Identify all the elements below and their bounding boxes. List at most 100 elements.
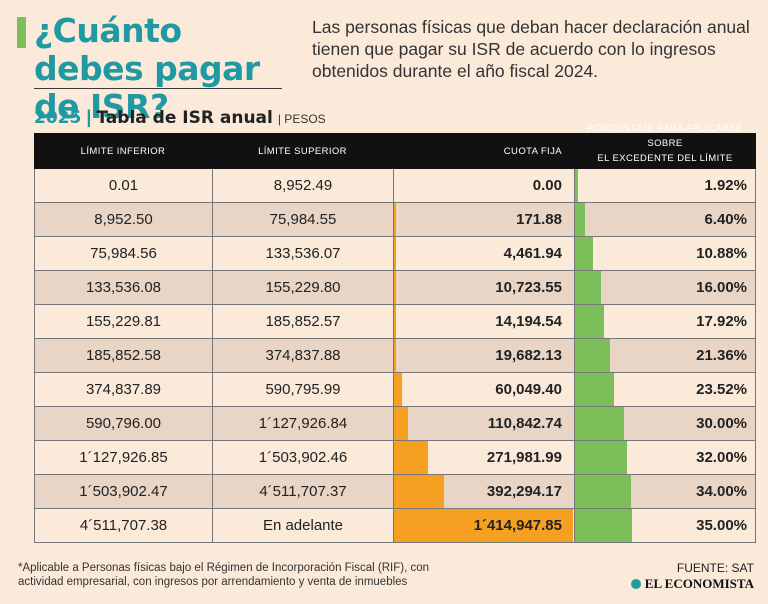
cell-rate-text: 23.52% bbox=[696, 381, 747, 398]
table-header: LÍMITE INFERIOR LÍMITE SUPERIOR CUOTA FI… bbox=[34, 123, 756, 179]
table-row: 155,229.81 185,852.57 14,194.54 17.92% bbox=[34, 305, 756, 339]
cell-rate: 10.88% bbox=[574, 237, 756, 270]
cell-fixed-fee-text: 392,294.17 bbox=[486, 483, 562, 500]
fixed-fee-bar bbox=[394, 237, 396, 270]
table-row: 590,796.00 1´127,926.84 110,842.74 30.00% bbox=[34, 407, 756, 441]
cell-rate: 23.52% bbox=[574, 373, 756, 406]
table-row: 133,536.08 155,229.80 10,723.55 16.00% bbox=[34, 271, 756, 305]
cell-rate: 35.00% bbox=[574, 509, 756, 542]
cell-lower-limit-text: 8,952.50 bbox=[94, 211, 153, 228]
page-title: ¿Cuánto debes pagar de ISR? bbox=[34, 11, 260, 126]
cell-lower-limit: 590,796.00 bbox=[34, 407, 212, 440]
table-name: Tabla de ISR anual bbox=[96, 108, 273, 128]
cell-upper-limit: 133,536.07 bbox=[212, 237, 393, 270]
rate-bar bbox=[575, 237, 593, 270]
cell-upper-limit: 185,852.57 bbox=[212, 305, 393, 338]
fixed-fee-bar bbox=[394, 373, 402, 406]
fixed-fee-bar bbox=[394, 339, 397, 372]
cell-rate-text: 30.00% bbox=[696, 415, 747, 432]
cell-rate-text: 34.00% bbox=[696, 483, 747, 500]
rate-bar bbox=[575, 339, 610, 372]
cell-fixed-fee-text: 1´414,947.85 bbox=[473, 517, 562, 534]
cell-fixed-fee-text: 0.00 bbox=[532, 177, 562, 194]
cell-lower-limit: 1´503,902.47 bbox=[34, 475, 212, 508]
table-title: 2025 | Tabla de ISR anual | PESOS bbox=[34, 107, 326, 128]
header-lower-limit: LÍMITE INFERIOR bbox=[80, 145, 166, 157]
rate-bar bbox=[575, 169, 579, 202]
cell-rate: 1.92% bbox=[574, 169, 756, 202]
cell-lower-limit-text: 4´511,707.38 bbox=[79, 517, 168, 534]
cell-rate: 30.00% bbox=[574, 407, 756, 440]
cell-fixed-fee: 19,682.13 bbox=[393, 339, 574, 372]
cell-fixed-fee: 392,294.17 bbox=[393, 475, 574, 508]
cell-upper-limit: 1´127,926.84 bbox=[212, 407, 393, 440]
cell-lower-limit-text: 133,536.08 bbox=[85, 279, 162, 296]
rate-bar bbox=[575, 475, 631, 508]
cell-fixed-fee: 271,981.99 bbox=[393, 441, 574, 474]
cell-upper-limit-text: 8,952.49 bbox=[273, 177, 333, 194]
cell-upper-limit-text: 185,852.57 bbox=[265, 313, 341, 330]
cell-fixed-fee: 10,723.55 bbox=[393, 271, 574, 304]
cell-lower-limit: 0.01 bbox=[34, 169, 212, 202]
cell-lower-limit: 133,536.08 bbox=[34, 271, 212, 304]
cell-upper-limit: 4´511,707.37 bbox=[212, 475, 393, 508]
cell-fixed-fee-text: 171.88 bbox=[516, 211, 562, 228]
rate-bar bbox=[575, 373, 614, 406]
cell-lower-limit-text: 590,796.00 bbox=[85, 415, 162, 432]
fixed-fee-bar bbox=[394, 203, 396, 236]
title-underline bbox=[34, 88, 282, 89]
cell-lower-limit-text: 155,229.81 bbox=[85, 313, 162, 330]
cell-fixed-fee: 60,049.40 bbox=[393, 373, 574, 406]
cell-lower-limit-text: 1´503,902.47 bbox=[79, 483, 168, 500]
cell-rate: 16.00% bbox=[574, 271, 756, 304]
cell-lower-limit: 374,837.89 bbox=[34, 373, 212, 406]
cell-upper-limit-text: En adelante bbox=[262, 517, 344, 534]
cell-fixed-fee: 14,194.54 bbox=[393, 305, 574, 338]
cell-upper-limit: En adelante bbox=[212, 509, 393, 542]
cell-rate-text: 35.00% bbox=[696, 517, 747, 534]
table-row: 0.01 8,952.49 0.00 1.92% bbox=[34, 169, 756, 203]
cell-upper-limit: 1´503,902.46 bbox=[212, 441, 393, 474]
cell-lower-limit: 1´127,926.85 bbox=[34, 441, 212, 474]
table-row: 1´127,926.85 1´503,902.46 271,981.99 32.00% bbox=[34, 441, 756, 475]
table-row: 185,852.58 374,837.88 19,682.13 21.36% bbox=[34, 339, 756, 373]
header-fixed-fee: CUOTA FIJA bbox=[503, 145, 562, 157]
cell-rate-text: 32.00% bbox=[696, 449, 747, 466]
cell-upper-limit-text: 133,536.07 bbox=[265, 245, 341, 262]
table-title-separator: | bbox=[86, 107, 92, 127]
rate-bar bbox=[575, 441, 628, 474]
cell-fixed-fee: 0.00 bbox=[393, 169, 574, 202]
rate-bar bbox=[575, 407, 625, 440]
table-unit: | PESOS bbox=[277, 112, 326, 126]
fixed-fee-bar bbox=[394, 271, 396, 304]
cell-fixed-fee-text: 110,842.74 bbox=[487, 415, 562, 432]
cell-fixed-fee-text: 14,194.54 bbox=[495, 313, 562, 330]
cell-lower-limit-text: 185,852.58 bbox=[85, 347, 162, 364]
cell-lower-limit-text: 0.01 bbox=[108, 177, 139, 194]
fixed-fee-bar bbox=[394, 407, 409, 440]
cell-fixed-fee-text: 10,723.55 bbox=[495, 279, 562, 296]
table-row: 75,984.56 133,536.07 4,461.94 10.88% bbox=[34, 237, 756, 271]
fixed-fee-bar bbox=[394, 305, 396, 338]
cell-fixed-fee: 4,461.94 bbox=[393, 237, 574, 270]
cell-lower-limit: 155,229.81 bbox=[34, 305, 212, 338]
logo-text: EL ECONOMISTA bbox=[644, 576, 754, 591]
table-row: 4´511,707.38 En adelante 1´414,947.85 35.00… bbox=[34, 509, 756, 543]
rate-bar bbox=[575, 271, 602, 304]
cell-lower-limit: 185,852.58 bbox=[34, 339, 212, 372]
cell-fixed-fee-text: 4,461.94 bbox=[503, 245, 562, 262]
isr-table: LÍMITE INFERIOR LÍMITE SUPERIOR CUOTA FI… bbox=[34, 123, 756, 543]
cell-upper-limit-text: 1´127,926.84 bbox=[258, 415, 348, 432]
cell-upper-limit-text: 590,795.99 bbox=[265, 381, 341, 398]
fixed-fee-bar bbox=[394, 475, 444, 508]
fixed-fee-bar bbox=[394, 441, 429, 474]
cell-lower-limit: 8,952.50 bbox=[34, 203, 212, 236]
table-body: 0.01 8,952.49 0.00 1.92% 8,952.50 75,984.55 17… bbox=[34, 169, 756, 543]
cell-rate: 6.40% bbox=[574, 203, 756, 236]
cell-upper-limit: 75,984.55 bbox=[212, 203, 393, 236]
cell-upper-limit: 374,837.88 bbox=[212, 339, 393, 372]
cell-upper-limit-text: 75,984.55 bbox=[269, 211, 337, 228]
cell-rate: 34.00% bbox=[574, 475, 756, 508]
table-row: 374,837.89 590,795.99 60,049.40 23.52% bbox=[34, 373, 756, 407]
cell-lower-limit-text: 374,837.89 bbox=[85, 381, 162, 398]
